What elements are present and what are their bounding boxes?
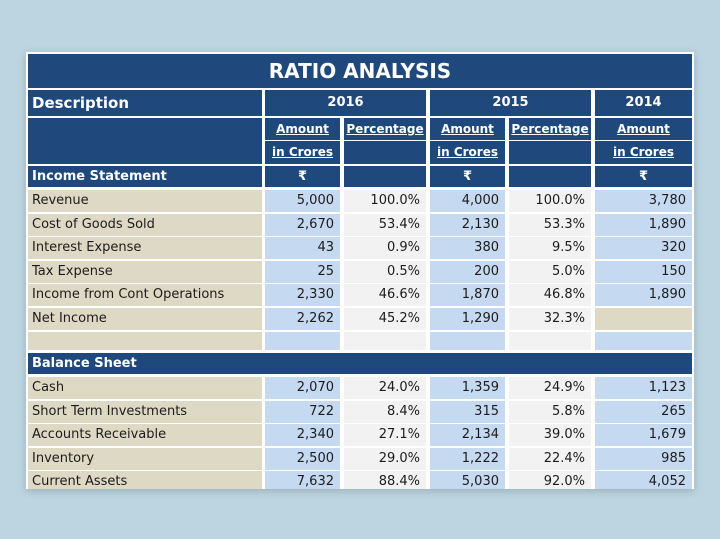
amount-cell: 2,330 xyxy=(265,284,340,307)
amount-cell: 1,890 xyxy=(595,213,692,236)
amount-cell: 315 xyxy=(430,400,505,423)
percentage-cell: 53.4% xyxy=(344,213,426,236)
percentage-cell: 24.0% xyxy=(344,377,426,399)
percentage-cell: 46.8% xyxy=(509,284,591,307)
year-2016-header: 2016 xyxy=(265,90,426,116)
row-label: Short Term Investments xyxy=(28,400,262,423)
row-label: Income from Cont Operations xyxy=(28,284,262,307)
amount-cell: 2,070 xyxy=(265,377,340,399)
amount-cell: 1,123 xyxy=(595,377,692,399)
amount-cell: 5,000 xyxy=(265,190,340,212)
percentage-cell: 45.2% xyxy=(344,308,426,330)
amount-cell: 2,670 xyxy=(265,213,340,236)
amount-cell: 985 xyxy=(595,447,692,470)
amount-cell: 1,890 xyxy=(595,284,692,307)
row-label: Revenue xyxy=(28,190,262,212)
amount-unit-header: in Crores xyxy=(430,141,505,164)
amount-cell: 1,359 xyxy=(430,377,505,399)
spacer-cell xyxy=(430,332,505,350)
amount-cell xyxy=(595,308,692,330)
percentage-cell: 27.1% xyxy=(344,424,426,447)
currency-blank xyxy=(509,166,591,187)
amount-cell: 1,222 xyxy=(430,447,505,470)
amount-cell: 2,500 xyxy=(265,447,340,470)
amount-cell: 4,000 xyxy=(430,190,505,212)
percentage-cell: 88.4% xyxy=(344,471,426,489)
percentage-cell: 24.9% xyxy=(509,377,591,399)
spacer-cell xyxy=(509,332,591,350)
row-label: Cost of Goods Sold xyxy=(28,213,262,236)
amount-cell: 1,870 xyxy=(430,284,505,307)
row-label: Net Income xyxy=(28,308,262,330)
amount-cell: 2,134 xyxy=(430,424,505,447)
amount-header: Amount xyxy=(265,118,340,140)
spacer-cell xyxy=(595,332,692,350)
description-header: Description xyxy=(28,90,262,116)
row-label: Inventory xyxy=(28,447,262,470)
amount-cell: 4,052 xyxy=(595,471,692,489)
row-label: Cash xyxy=(28,377,262,399)
percentage-cell: 100.0% xyxy=(344,190,426,212)
percentage-cell: 46.6% xyxy=(344,284,426,307)
row-label: Interest Expense xyxy=(28,237,262,260)
percentage-cell: 5.0% xyxy=(509,260,591,283)
balance-sheet-heading: Balance Sheet xyxy=(28,353,692,374)
year-2015-header: 2015 xyxy=(430,90,591,116)
percentage-cell: 0.9% xyxy=(344,237,426,260)
amount-cell: 3,780 xyxy=(595,190,692,212)
percentage-cell: 5.8% xyxy=(509,400,591,423)
amount-unit-header: in Crores xyxy=(595,141,692,164)
percentage-cell: 100.0% xyxy=(509,190,591,212)
amount-cell: 25 xyxy=(265,260,340,283)
percentage-cell: 92.0% xyxy=(509,471,591,489)
spacer-cell xyxy=(344,332,426,350)
amount-header: Amount xyxy=(595,118,692,140)
percentage-subheader-blank xyxy=(509,141,591,164)
currency-symbol: ₹ xyxy=(430,166,505,187)
percentage-cell: 0.5% xyxy=(344,260,426,283)
percentage-cell: 53.3% xyxy=(509,213,591,236)
percentage-cell: 9.5% xyxy=(509,237,591,260)
year-2014-header: 2014 xyxy=(595,90,692,116)
amount-cell: 200 xyxy=(430,260,505,283)
amount-cell: 2,130 xyxy=(430,213,505,236)
percentage-cell: 29.0% xyxy=(344,447,426,470)
amount-cell: 265 xyxy=(595,400,692,423)
amount-cell: 5,030 xyxy=(430,471,505,489)
ratio-analysis-sheet: RATIO ANALYSIS Description 2016 2015 2014 Amo… xyxy=(26,52,694,489)
amount-cell: 722 xyxy=(265,400,340,423)
row-label: Accounts Receivable xyxy=(28,424,262,447)
row-label: Tax Expense xyxy=(28,260,262,283)
row-label: Current Assets xyxy=(28,471,262,489)
percentage-header: Percentage xyxy=(344,118,426,140)
amount-cell: 2,262 xyxy=(265,308,340,330)
amount-cell: 1,679 xyxy=(595,424,692,447)
sheet-title: RATIO ANALYSIS xyxy=(28,54,692,88)
amount-cell: 2,340 xyxy=(265,424,340,447)
amount-cell: 1,290 xyxy=(430,308,505,330)
spacer-cell xyxy=(265,332,340,350)
percentage-subheader-blank xyxy=(344,141,426,164)
currency-blank xyxy=(344,166,426,187)
amount-header: Amount xyxy=(430,118,505,140)
currency-symbol: ₹ xyxy=(595,166,692,187)
currency-symbol: ₹ xyxy=(265,166,340,187)
percentage-cell: 8.4% xyxy=(344,400,426,423)
percentage-cell: 32.3% xyxy=(509,308,591,330)
percentage-cell: 22.4% xyxy=(509,447,591,470)
percentage-cell: 39.0% xyxy=(509,424,591,447)
amount-cell: 380 xyxy=(430,237,505,260)
amount-cell: 43 xyxy=(265,237,340,260)
amount-cell: 320 xyxy=(595,237,692,260)
income-statement-heading: Income Statement xyxy=(28,166,262,187)
amount-unit-header: in Crores xyxy=(265,141,340,164)
description-subheader-blank xyxy=(28,118,262,164)
percentage-header: Percentage xyxy=(509,118,591,140)
amount-cell: 7,632 xyxy=(265,471,340,489)
amount-cell: 150 xyxy=(595,260,692,283)
spacer-cell xyxy=(28,332,262,350)
